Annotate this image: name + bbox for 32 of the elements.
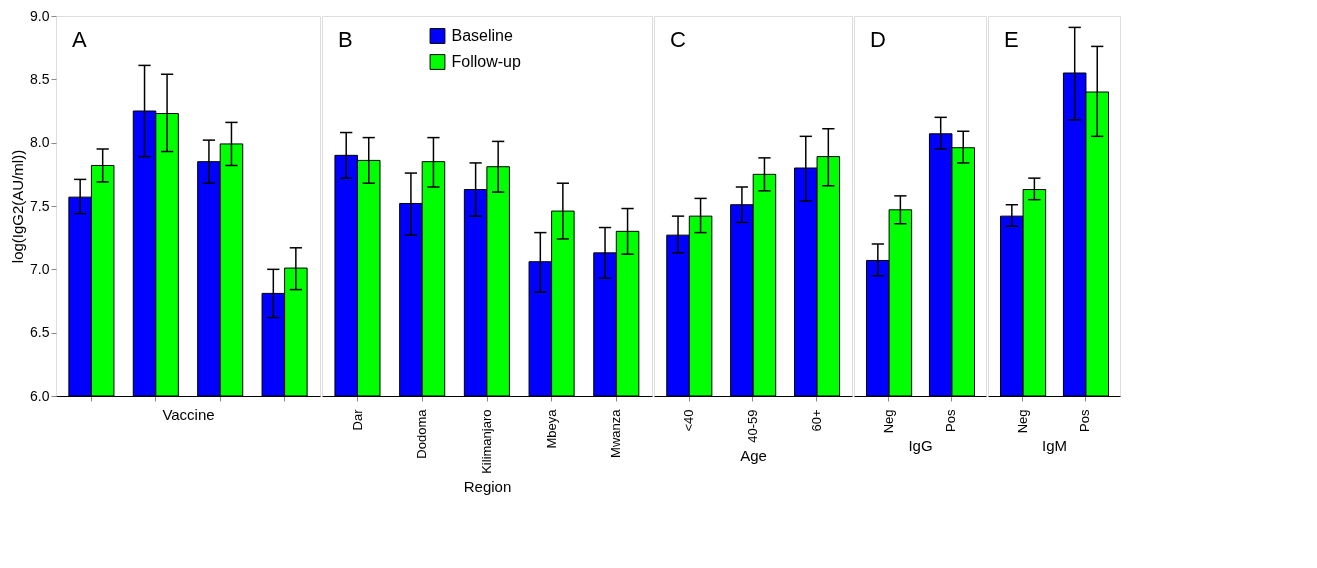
- x-tick-label: Dodoma: [414, 408, 430, 459]
- y-axis-title: log(IgG2(AU/ml)): [9, 149, 27, 264]
- x-tick-label: Mbeya: [543, 408, 559, 449]
- text: C: [670, 27, 686, 52]
- x-axis-title: Region: [463, 477, 512, 495]
- x-tick-label: Pos: [1077, 409, 1093, 432]
- y-tick-label: 6.5: [30, 324, 50, 341]
- text: A: [72, 27, 87, 52]
- x-tick-label: Kilimanjaro: [479, 409, 494, 474]
- x-tick-label: 60+: [808, 409, 824, 432]
- y-tick-label: 9.0: [30, 7, 50, 24]
- x-tick-label: <40: [681, 409, 697, 432]
- y-tick-label: 8.0: [30, 134, 50, 151]
- x-tick-label: Mwanza: [608, 408, 624, 458]
- y-tick-label: 8.5: [30, 70, 50, 87]
- x-tick-label: Pos: [943, 409, 959, 432]
- x-tick-label: Neg: [880, 409, 896, 434]
- x-axis-title: Age: [740, 446, 767, 464]
- x-axis-title: IgM: [1041, 437, 1068, 455]
- text: B: [338, 27, 353, 52]
- x-tick-label: Neg: [1014, 409, 1030, 434]
- y-tick-label: 7.5: [30, 197, 50, 214]
- x-tick-label: 40-59: [745, 409, 760, 443]
- x-axis-title: Vaccine: [162, 406, 215, 423]
- text: D: [870, 27, 886, 52]
- text: E: [1004, 27, 1019, 52]
- y-tick-label: 7.0: [30, 260, 50, 277]
- y-tick-label: 6.0: [30, 387, 50, 404]
- legend-label: Baseline: [451, 27, 513, 44]
- x-tick-label: Dar: [349, 408, 365, 431]
- x-axis-title: IgG: [908, 437, 933, 455]
- legend-label: Follow-up: [451, 53, 521, 70]
